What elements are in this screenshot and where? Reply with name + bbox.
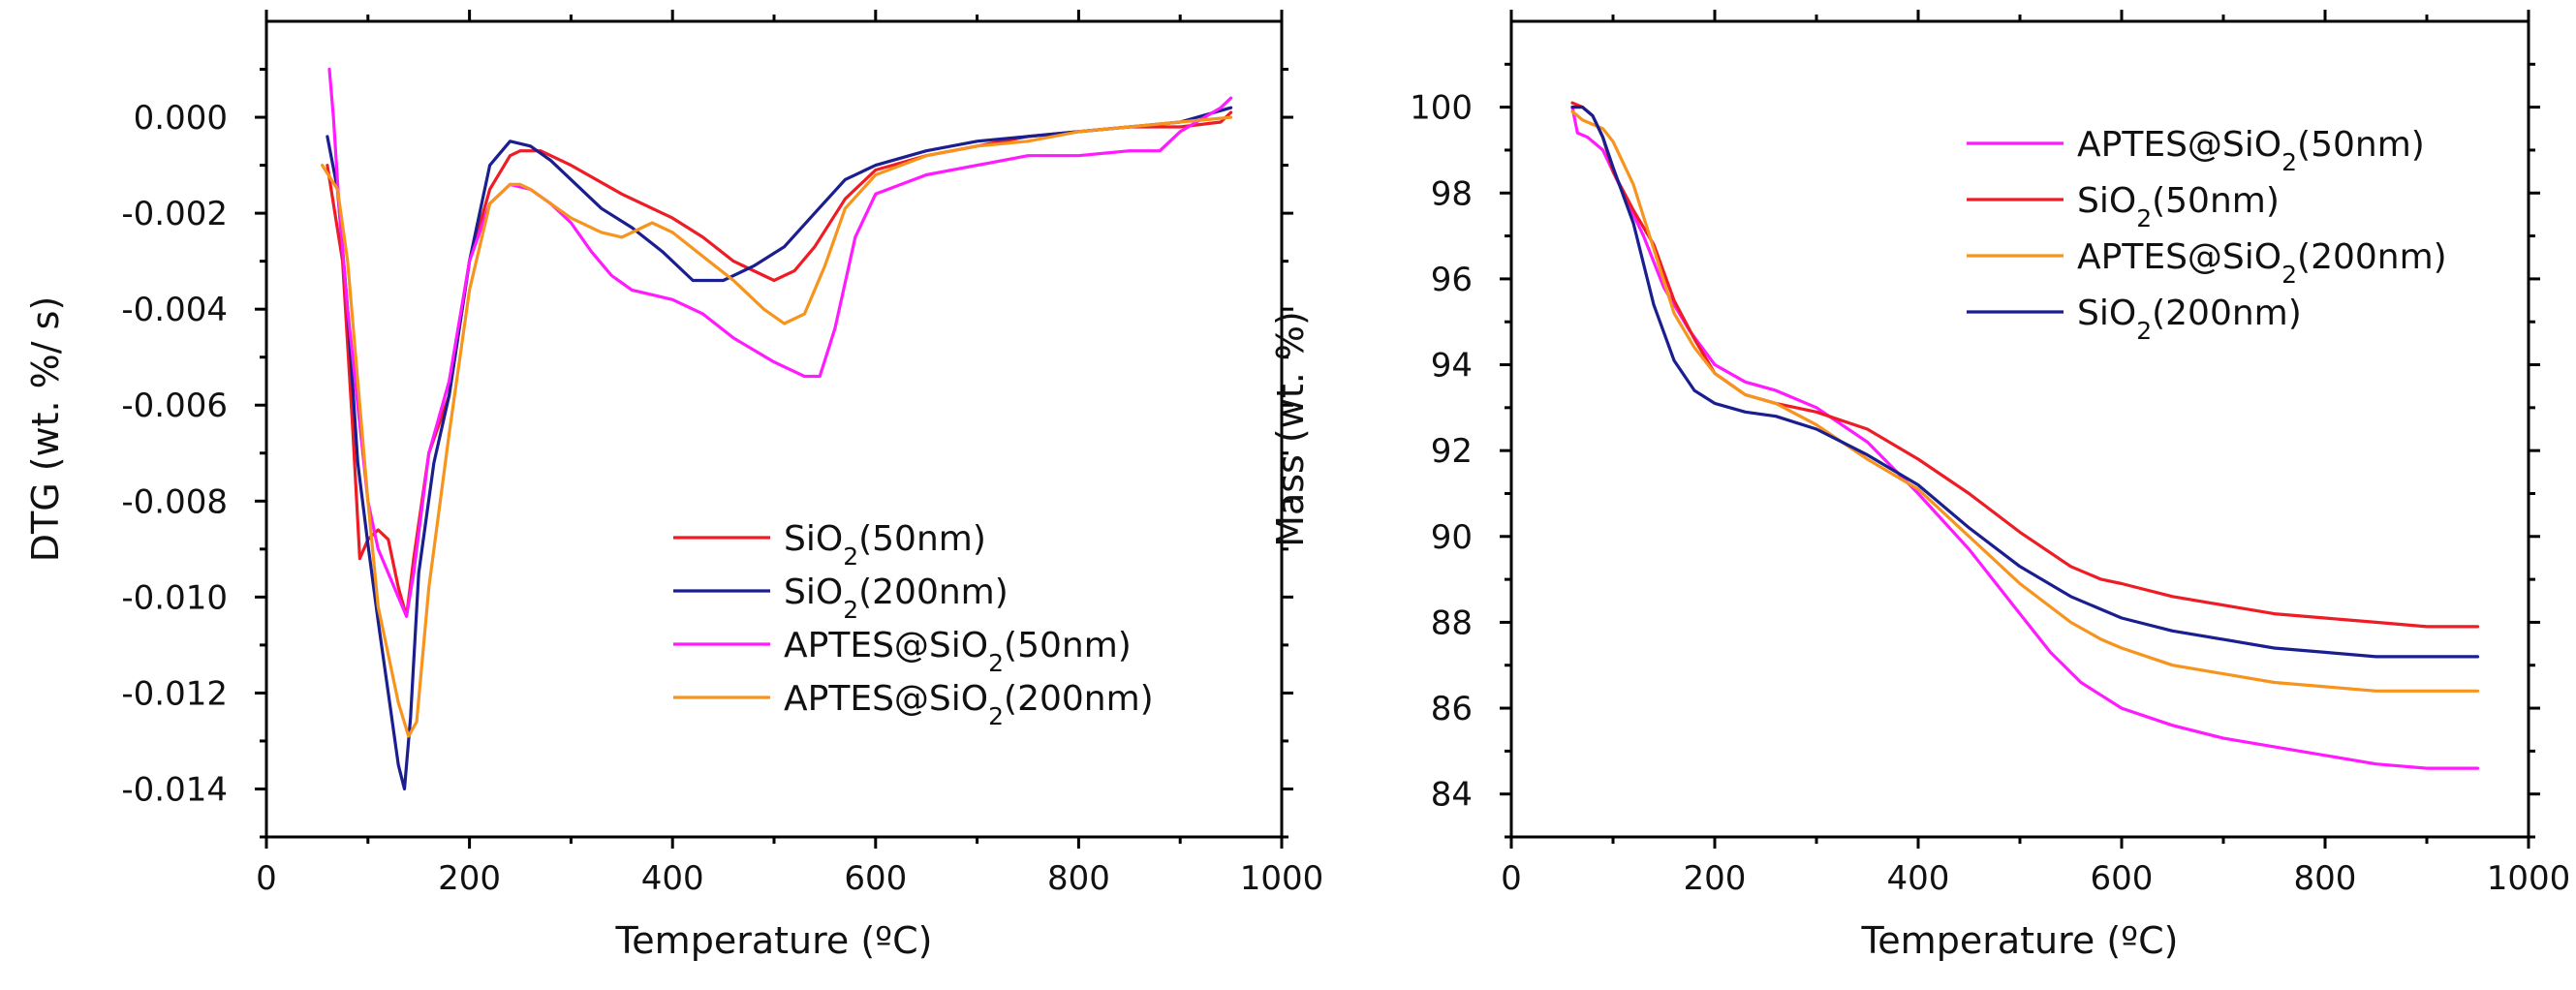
legend-label-name: APTES@SiO	[2077, 237, 2281, 277]
y-tick-label: 98	[1431, 174, 1473, 213]
series-line-2	[326, 106, 1233, 791]
legend-label-name: APTES@SiO	[2077, 125, 2281, 165]
legend-label-suffix: (200nm)	[858, 572, 1009, 612]
y-tick-label: 86	[1431, 690, 1473, 728]
legend-label-subscript: 2	[843, 596, 858, 624]
x-tick-label: 400	[1887, 859, 1950, 898]
legend-label-name: SiO	[2077, 181, 2136, 221]
y-tick-label: -0.014	[121, 770, 228, 809]
legend-label: SiO2(200nm)	[784, 572, 1009, 624]
chart-left: 0 200 400 600 800 1000 0.000 -0.002 -0.004 -0.006…	[24, 10, 1323, 962]
x-tick-label: 200	[438, 859, 501, 898]
chart-right: 0 200 400 600 800 1000 84 86 88 90 92 94 96 98 100 Temp…	[1269, 10, 2570, 962]
legend-label: APTES@SiO2(50nm)	[784, 626, 1132, 677]
x-tick-label: 800	[1047, 859, 1110, 898]
x-tick-label: 1000	[2487, 859, 2571, 898]
legend-label-suffix: (50nm)	[1004, 626, 1132, 665]
series-line-4	[1570, 106, 2480, 659]
legend-label-name: APTES@SiO	[784, 626, 988, 665]
y-axis-title: Mass (wt. %)	[1269, 311, 1312, 547]
x-axis-title: Temperature (ºC)	[1861, 919, 2179, 962]
y-tick-label: 92	[1431, 432, 1473, 471]
x-tick-label: 600	[2091, 859, 2154, 898]
legend-label-suffix: (200nm)	[2297, 237, 2447, 277]
legend-label-suffix: (50nm)	[2152, 181, 2280, 221]
y-tick-label: -0.004	[121, 291, 228, 329]
legend-label-name: APTES@SiO	[784, 679, 988, 719]
legend-label-subscript: 2	[988, 702, 1004, 730]
legend-label-suffix: (200nm)	[2152, 294, 2302, 333]
x-tick-label: 200	[1684, 859, 1747, 898]
x-axis-title: Temperature (ºC)	[615, 919, 933, 962]
y-tick-label: -0.002	[121, 195, 228, 233]
legend-label-subscript: 2	[843, 542, 858, 571]
legend-label: SiO2(50nm)	[2077, 181, 2280, 232]
x-tick-label: 600	[844, 859, 907, 898]
x-tick-label: 1000	[1240, 859, 1324, 898]
series-line-3	[327, 67, 1233, 618]
legend-label-suffix: (50nm)	[2297, 125, 2425, 165]
legend-label-name: SiO	[784, 519, 843, 559]
x-tick-label: 400	[641, 859, 704, 898]
legend-label: APTES@SiO2(200nm)	[784, 679, 1154, 730]
y-tick-label: 90	[1431, 518, 1473, 557]
legend-label-subscript: 2	[2136, 204, 2152, 232]
legend-label-subscript: 2	[2281, 148, 2297, 176]
y-tick-label: 88	[1431, 603, 1473, 642]
legend-label-suffix: (200nm)	[1004, 679, 1154, 719]
y-tick-label: 96	[1431, 261, 1473, 299]
y-tick-label: -0.008	[121, 482, 228, 521]
series-line-1	[326, 110, 1233, 618]
x-tick-label: 800	[2294, 859, 2357, 898]
legend-label-subscript: 2	[2136, 317, 2152, 345]
y-tick-label: -0.012	[121, 674, 228, 713]
legend-label-subscript: 2	[2281, 261, 2297, 289]
y-tick-label: 94	[1431, 347, 1473, 386]
legend-label-name: SiO	[2077, 294, 2136, 333]
x-tick-label: 0	[1501, 859, 1522, 898]
series-line-4	[321, 115, 1233, 738]
legend-label: SiO2(200nm)	[2077, 294, 2302, 345]
legend: APTES@SiO2(50nm)SiO2(50nm)APTES@SiO2(200…	[1967, 125, 2447, 345]
series-line-3	[1570, 109, 2480, 693]
legend-label: APTES@SiO2(200nm)	[2077, 237, 2447, 289]
y-axis-title: DTG (wt. %/ s)	[24, 296, 67, 563]
legend-label: SiO2(50nm)	[784, 519, 986, 571]
legend: SiO2(50nm)SiO2(200nm)APTES@SiO2(50nm)APT…	[673, 519, 1154, 730]
x-tick-label: 0	[256, 859, 277, 898]
legend-label: APTES@SiO2(50nm)	[2077, 125, 2425, 176]
y-tick-label: 100	[1410, 89, 1473, 128]
y-tick-label: -0.010	[121, 578, 228, 617]
series-line-1	[1570, 106, 2480, 770]
y-tick-label: 0.000	[134, 99, 228, 138]
y-tick-label: 84	[1431, 776, 1473, 815]
y-tick-label: -0.006	[121, 387, 228, 425]
legend-label-suffix: (50nm)	[858, 519, 986, 559]
legend-label-subscript: 2	[988, 649, 1004, 677]
legend-label-name: SiO	[784, 572, 843, 612]
